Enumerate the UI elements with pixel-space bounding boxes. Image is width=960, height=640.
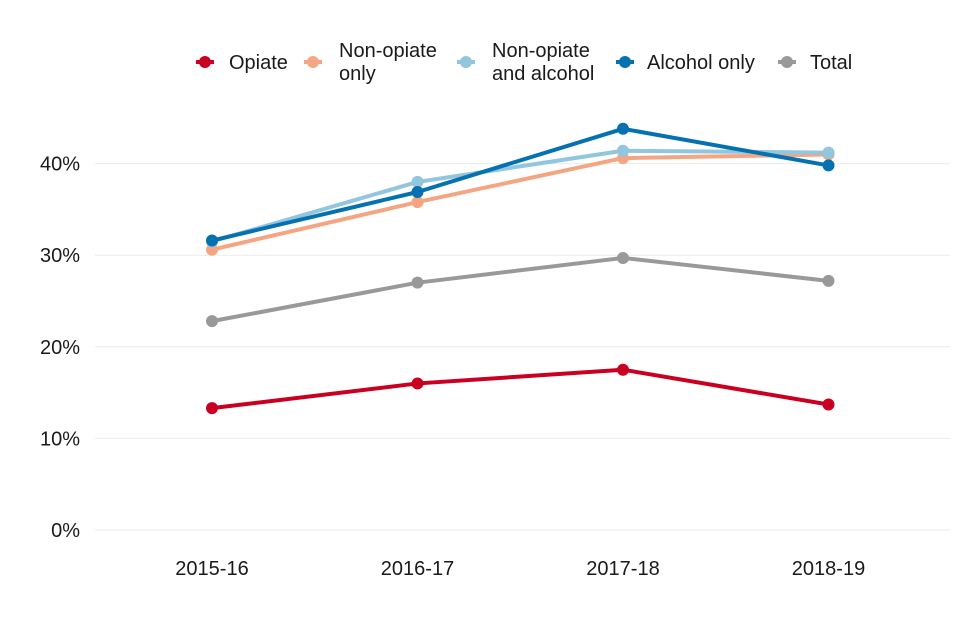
- series-line: [210, 152, 831, 252]
- x-tick-label: 2017-18: [586, 558, 659, 580]
- data-point: [411, 276, 424, 289]
- data-point: [206, 234, 218, 247]
- legend-key-point: [619, 56, 631, 68]
- series-line: [210, 126, 831, 243]
- data-point: [411, 377, 424, 390]
- legend-label: Non-opiate: [492, 40, 590, 62]
- y-tick-label: 0%: [51, 520, 80, 542]
- data-point: [206, 243, 218, 256]
- legend-key-point: [460, 56, 472, 68]
- legend-key-point: [781, 56, 793, 68]
- series-line: [210, 367, 831, 411]
- y-tick-label: 10%: [40, 428, 80, 450]
- legend-item: Opiate: [196, 52, 288, 74]
- y-tick-label: 20%: [40, 337, 80, 359]
- series-opiate: [206, 363, 835, 415]
- legend-label: Total: [810, 52, 852, 74]
- series-line: [210, 255, 831, 324]
- data-point: [822, 159, 835, 172]
- legend-label: Non-opiate: [339, 40, 437, 62]
- legend-key-point: [307, 56, 319, 68]
- data-point: [617, 144, 629, 157]
- data-point: [822, 274, 835, 287]
- series-alcohol-only: [206, 122, 835, 247]
- y-tick-label: 40%: [40, 154, 80, 176]
- legend-label: and alcohol: [492, 63, 594, 85]
- data-point: [617, 122, 629, 135]
- data-point: [206, 402, 218, 415]
- x-tick-label: 2015-16: [175, 558, 248, 580]
- data-point: [617, 251, 629, 264]
- legend-key-point: [199, 56, 211, 68]
- grid: [95, 163, 950, 531]
- x-axis: 2015-16 2016-17 2017-18 2018-19: [175, 558, 865, 580]
- series-lines: [206, 122, 835, 415]
- y-tick-label: 30%: [40, 245, 80, 267]
- y-axis: 0% 10% 20% 30% 40%: [40, 154, 80, 542]
- data-point: [822, 146, 835, 159]
- legend-item: Total: [778, 52, 852, 74]
- legend-label: Alcohol only: [647, 52, 755, 74]
- legend-label: only: [339, 63, 376, 85]
- data-point: [822, 398, 835, 411]
- data-point: [411, 196, 424, 209]
- x-tick-label: 2016-17: [381, 558, 454, 580]
- legend-item: Alcohol only: [616, 52, 755, 74]
- legend-label: Opiate: [229, 52, 288, 74]
- data-point: [617, 363, 629, 376]
- series-total: [206, 251, 835, 328]
- data-point: [206, 315, 218, 328]
- series-line: [210, 148, 831, 244]
- data-point: [411, 185, 424, 198]
- data-point: [411, 175, 424, 188]
- x-tick-label: 2018-19: [792, 558, 865, 580]
